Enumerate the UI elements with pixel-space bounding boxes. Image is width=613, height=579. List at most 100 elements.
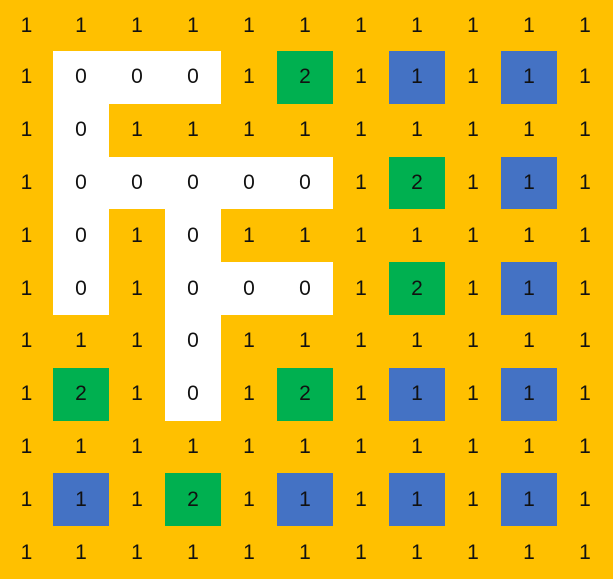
grid-cell-yellow: 1 (277, 0, 333, 51)
grid-cell-blue: 1 (389, 473, 445, 527)
grid-cell-green: 2 (53, 367, 109, 421)
grid-cell-yellow: 1 (109, 209, 165, 263)
grid-cell-yellow: 1 (221, 420, 277, 474)
grid-cell-yellow: 1 (109, 367, 165, 421)
grid-cell-yellow: 1 (445, 420, 501, 474)
grid-cell-white: 0 (221, 156, 277, 210)
grid-cell-green: 2 (277, 51, 333, 104)
grid-cell-yellow: 1 (445, 262, 501, 315)
grid-cell-yellow: 1 (0, 367, 53, 421)
grid-cell-yellow: 1 (53, 420, 109, 474)
grid-cell-white: 0 (277, 262, 333, 315)
grid-cell-yellow: 1 (445, 51, 501, 104)
grid-cell-white: 0 (165, 209, 221, 263)
grid-cell-yellow: 1 (333, 156, 389, 210)
grid-cell-yellow: 1 (557, 103, 613, 157)
grid-cell-yellow: 1 (389, 420, 445, 474)
grid-cell-yellow: 1 (221, 0, 277, 51)
grid-cell-yellow: 1 (0, 51, 53, 104)
grid-cell-yellow: 1 (0, 103, 53, 157)
grid-cell-white: 0 (53, 262, 109, 315)
grid-cell-white: 0 (221, 262, 277, 315)
grid-cell-yellow: 1 (0, 473, 53, 527)
grid-cell-yellow: 1 (277, 103, 333, 157)
grid-cell-yellow: 1 (501, 209, 557, 263)
grid-cell-yellow: 1 (557, 367, 613, 421)
grid-cell-yellow: 1 (221, 315, 277, 368)
grid-cell-yellow: 1 (333, 367, 389, 421)
grid-cell-yellow: 1 (109, 420, 165, 474)
grid-cell-yellow: 1 (221, 367, 277, 421)
grid-cell-yellow: 1 (109, 103, 165, 157)
grid-cell-yellow: 1 (389, 0, 445, 51)
grid-cell-yellow: 1 (277, 209, 333, 263)
grid-cell-yellow: 1 (501, 0, 557, 51)
grid-cell-yellow: 1 (445, 103, 501, 157)
grid-cell-yellow: 1 (165, 526, 221, 579)
grid-cell-yellow: 1 (557, 209, 613, 263)
grid-cell-yellow: 1 (333, 51, 389, 104)
grid-cell-yellow: 1 (0, 526, 53, 579)
grid-cell-white: 0 (165, 156, 221, 210)
grid-cell-blue: 1 (501, 367, 557, 421)
grid-cell-yellow: 1 (221, 103, 277, 157)
grid-cell-blue: 1 (53, 473, 109, 527)
grid-cell-white: 0 (109, 156, 165, 210)
grid-cell-yellow: 1 (165, 0, 221, 51)
grid-cell-yellow: 1 (109, 262, 165, 315)
grid-cell-yellow: 1 (333, 0, 389, 51)
grid-cell-blue: 1 (389, 51, 445, 104)
grid-cell-blue: 1 (501, 51, 557, 104)
grid-cell-yellow: 1 (445, 526, 501, 579)
grid-cell-yellow: 1 (501, 526, 557, 579)
grid-cell-yellow: 1 (501, 420, 557, 474)
grid-cell-yellow: 1 (445, 0, 501, 51)
grid-cell-green: 2 (165, 473, 221, 527)
grid-cell-yellow: 1 (0, 315, 53, 368)
grid-cell-yellow: 1 (0, 156, 53, 210)
grid-cell-yellow: 1 (389, 103, 445, 157)
grid-cell-yellow: 1 (389, 209, 445, 263)
grid-cell-yellow: 1 (445, 367, 501, 421)
grid-cell-yellow: 1 (557, 156, 613, 210)
grid-cell-yellow: 1 (277, 526, 333, 579)
grid-cell-yellow: 1 (109, 315, 165, 368)
grid-cell-yellow: 1 (277, 315, 333, 368)
grid-cell-white: 0 (53, 209, 109, 263)
grid-cell-yellow: 1 (333, 315, 389, 368)
grid-cell-white: 0 (53, 51, 109, 104)
grid-cell-green: 2 (389, 262, 445, 315)
grid-cell-yellow: 1 (221, 51, 277, 104)
grid-cell-white: 0 (165, 262, 221, 315)
grid-cell-yellow: 1 (557, 526, 613, 579)
grid-cell-yellow: 1 (445, 156, 501, 210)
grid-cell-yellow: 1 (501, 315, 557, 368)
grid-cell-yellow: 1 (53, 526, 109, 579)
grid-cell-yellow: 1 (0, 420, 53, 474)
grid-cell-yellow: 1 (333, 209, 389, 263)
grid-cell-white: 0 (165, 315, 221, 368)
grid-cell-yellow: 1 (501, 103, 557, 157)
grid-cell-yellow: 1 (557, 0, 613, 51)
grid-cell-yellow: 1 (389, 315, 445, 368)
grid-cell-white: 0 (165, 51, 221, 104)
grid-cell-white: 0 (53, 156, 109, 210)
grid-cell-blue: 1 (277, 473, 333, 527)
grid-cell-yellow: 1 (0, 209, 53, 263)
grid-cell-blue: 1 (389, 367, 445, 421)
grid-cell-yellow: 1 (221, 473, 277, 527)
grid-cell-yellow: 1 (0, 262, 53, 315)
grid-cell-yellow: 1 (333, 473, 389, 527)
grid-cell-yellow: 1 (445, 473, 501, 527)
grid-cell-yellow: 1 (0, 0, 53, 51)
grid-cell-yellow: 1 (557, 51, 613, 104)
grid-cell-yellow: 1 (445, 209, 501, 263)
grid-cell-yellow: 1 (333, 420, 389, 474)
grid-cell-yellow: 1 (53, 0, 109, 51)
grid-cell-yellow: 1 (333, 103, 389, 157)
grid-cell-yellow: 1 (109, 526, 165, 579)
grid-cell-yellow: 1 (557, 420, 613, 474)
grid-cell-yellow: 1 (109, 473, 165, 527)
grid-cell-yellow: 1 (389, 526, 445, 579)
